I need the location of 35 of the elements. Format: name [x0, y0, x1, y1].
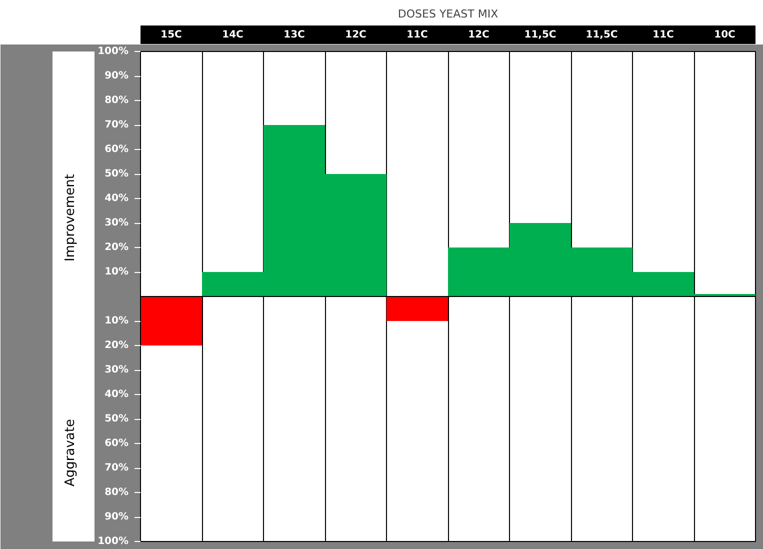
y-tick-label: 70%	[104, 462, 128, 474]
x-tick-label: 11C	[652, 30, 674, 40]
bar	[140, 296, 202, 346]
y-tick-label: 10%	[104, 316, 128, 326]
x-tick-label: 11,5C	[524, 30, 556, 40]
y-tick-label: 100%	[98, 536, 129, 547]
text: Aggravate	[63, 418, 78, 486]
y-tick-label: 40%	[104, 193, 128, 204]
chart-title: DOSES YEAST MIX	[398, 8, 499, 20]
y-tick-label: 50%	[104, 414, 128, 424]
y-tick-label: 70%	[104, 120, 128, 130]
y-tick-label: 20%	[104, 340, 128, 351]
y-tick-label: 30%	[104, 364, 128, 376]
y-tick-label: 80%	[104, 95, 128, 106]
y-tick-label: 30%	[104, 218, 128, 228]
y-tick-label: 90%	[104, 512, 128, 522]
y-tick-label: 100%	[98, 46, 129, 57]
y-tick-label: 40%	[104, 389, 128, 400]
x-tick-label: 15C	[160, 30, 182, 40]
y-tick-label: 60%	[104, 438, 128, 449]
y-tick-label: 80%	[104, 487, 128, 498]
bar	[386, 296, 448, 321]
text: Improvement	[63, 174, 78, 262]
y-tick-label: 20%	[104, 242, 128, 253]
x-tick-label: 11,5C	[586, 30, 618, 40]
y-tick-label: 60%	[104, 144, 128, 155]
x-tick-label: 11C	[406, 30, 428, 40]
x-tick-label: 10C	[714, 30, 736, 40]
x-tick-label: 13C	[284, 30, 305, 40]
x-tick-label: 12C	[468, 30, 490, 40]
y-tick-label: 10%	[104, 266, 128, 278]
y-tick-label: 50%	[104, 168, 128, 180]
x-tick-label: 12C	[345, 30, 366, 40]
y-tick-label: 90%	[104, 70, 128, 82]
x-tick-label: 14C	[222, 30, 244, 40]
